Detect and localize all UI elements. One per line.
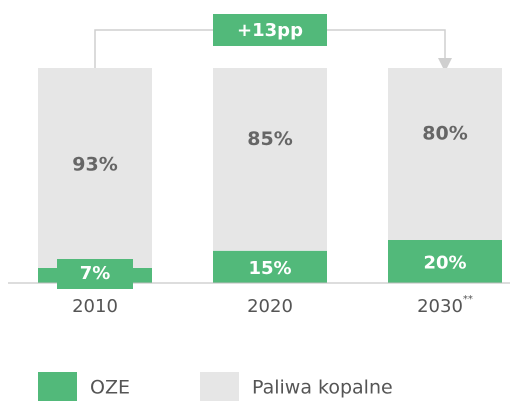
annotation-bracket (94, 29, 446, 68)
annotation-box (213, 14, 327, 46)
legend-swatch (200, 372, 239, 401)
arrow-head (438, 58, 452, 72)
category-footnote: ** (463, 294, 473, 305)
bar-segment (388, 240, 502, 283)
legend-label: OZE (90, 377, 130, 399)
value-label: 85% (247, 128, 292, 150)
value-label-box (57, 259, 133, 289)
value-label: 15% (248, 258, 291, 279)
bar-segment (213, 250, 327, 283)
category: 2030 (417, 296, 463, 317)
x-tick-label: 2030** (417, 294, 473, 317)
bracket-left (94, 29, 213, 68)
legend-label: Paliwa kopalne (252, 377, 393, 399)
x-tick-label: 2010 (72, 296, 118, 317)
legend-swatch (38, 372, 77, 401)
value-label: 80% (422, 123, 467, 145)
category: 2020 (247, 296, 293, 317)
value-label: 7% (80, 263, 111, 284)
category: 2010 (72, 296, 118, 317)
bar-segment (388, 68, 502, 240)
x-tick-label: 2020 (247, 296, 293, 317)
bracket-right (327, 29, 446, 60)
value-label: 93% (72, 153, 117, 175)
value-label: 20% (423, 253, 466, 274)
bar-segment (213, 68, 327, 251)
bar-segment (38, 68, 152, 268)
annotation: +13pp (237, 20, 303, 41)
